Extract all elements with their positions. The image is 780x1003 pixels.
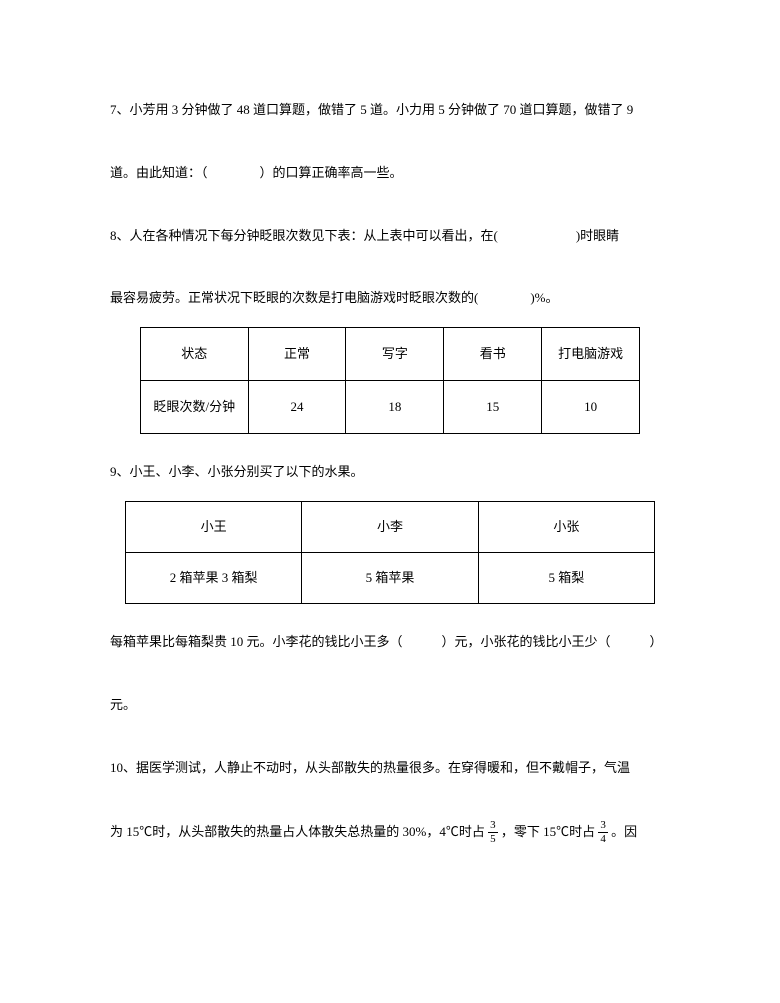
q9-i1: 5 箱苹果	[302, 552, 478, 603]
fraction-3-5: 35	[488, 820, 498, 845]
q9-i2: 5 箱梨	[478, 552, 654, 603]
worksheet-page: 7、小芳用 3 分钟做了 48 道口算题，做错了 5 道。小力用 5 分钟做了 …	[0, 0, 780, 1003]
q7-line1: 7、小芳用 3 分钟做了 48 道口算题，做错了 5 道。小力用 5 分钟做了 …	[110, 100, 670, 121]
numerator: 3	[488, 820, 498, 833]
table-row: 2 箱苹果 3 箱梨 5 箱苹果 5 箱梨	[126, 552, 655, 603]
table-row: 状态 正常 写字 看书 打电脑游戏	[141, 328, 640, 381]
q8-h0: 状态	[141, 328, 249, 381]
q10-post: 。因	[608, 824, 637, 839]
q9-table: 小王 小李 小张 2 箱苹果 3 箱梨 5 箱苹果 5 箱梨	[125, 501, 655, 604]
q8-d0: 24	[248, 381, 346, 434]
q9-n1: 小李	[302, 501, 478, 552]
table-row: 小王 小李 小张	[126, 501, 655, 552]
q9-tail-a: 每箱苹果比每箱梨贵 10 元。小李花的钱比小王多（ ）元，小张花的钱比小王少（ …	[110, 632, 670, 653]
q10-line2: 为 15℃时，从头部散失的热量占人体散失总热量的 30%，4℃时占 35 ，零下…	[110, 820, 670, 845]
numerator: 3	[598, 820, 608, 833]
denominator: 5	[488, 833, 498, 845]
q9-n2: 小张	[478, 501, 654, 552]
q8-h3: 看书	[444, 328, 542, 381]
table-row: 眨眼次数/分钟 24 18 15 10	[141, 381, 640, 434]
q8-line1: 8、人在各种情况下每分钟眨眼次数见下表：从上表中可以看出，在( )时眼睛	[110, 226, 670, 247]
fraction-3-4: 34	[598, 820, 608, 845]
q8-h1: 正常	[248, 328, 346, 381]
q10-pre: 为 15℃时，从头部散失的热量占人体散失总热量的 30%，4℃时占	[110, 824, 488, 839]
q10-mid: ，零下 15℃时占	[498, 824, 599, 839]
q7-line2: 道。由此知道：（ ）的口算正确率高一些。	[110, 163, 670, 184]
q8-rlabel: 眨眼次数/分钟	[141, 381, 249, 434]
q9-tail-b: 元。	[110, 695, 670, 716]
q8-h2: 写字	[346, 328, 444, 381]
q8-table: 状态 正常 写字 看书 打电脑游戏 眨眼次数/分钟 24 18 15 10	[140, 327, 640, 434]
q8-h4: 打电脑游戏	[542, 328, 640, 381]
q9-n0: 小王	[126, 501, 302, 552]
q8-d3: 10	[542, 381, 640, 434]
q8-d2: 15	[444, 381, 542, 434]
q8-d1: 18	[346, 381, 444, 434]
q8-line2: 最容易疲劳。正常状况下眨眼的次数是打电脑游戏时眨眼次数的( )%。	[110, 288, 670, 309]
q10-line1: 10、据医学测试，人静止不动时，从头部散失的热量很多。在穿得暖和，但不戴帽子，气…	[110, 758, 670, 779]
q9-i0: 2 箱苹果 3 箱梨	[126, 552, 302, 603]
denominator: 4	[598, 833, 608, 845]
q9-intro: 9、小王、小李、小张分别买了以下的水果。	[110, 462, 670, 483]
